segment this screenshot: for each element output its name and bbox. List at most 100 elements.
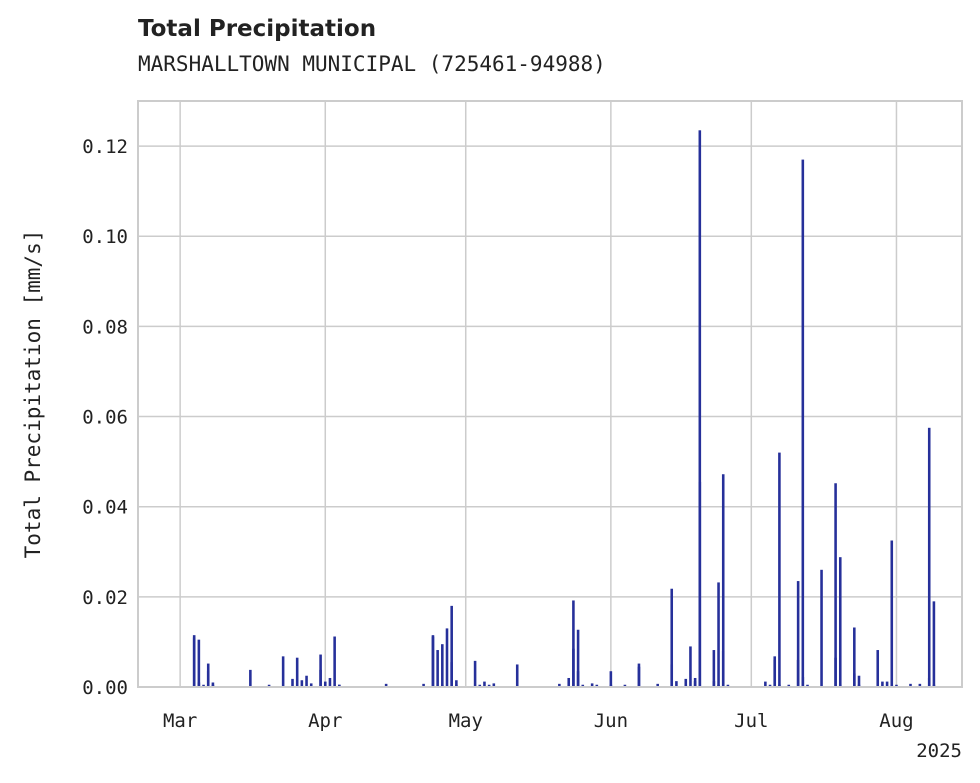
precipitation-bar [455,680,458,687]
precipitation-bar [567,677,571,687]
precipitation-bar [689,646,692,687]
precipitation-bar [291,678,294,687]
x-tick-label: Jun [594,710,628,732]
precipitation-bar [838,557,842,687]
precipitation-bar [670,588,674,687]
precipitation-bar [768,684,772,687]
precipitation-bar [328,677,332,687]
precipitation-bar [211,684,215,687]
y-tick-label: 0.12 [82,136,128,158]
precipitation-bar [441,644,444,687]
precipitation-bar [857,675,861,687]
precipitation-bar [249,669,252,687]
precipitation-bar [267,684,271,687]
x-tick-label: May [449,710,483,732]
precipitation-bar [796,581,800,687]
y-tick-label: 0.04 [82,497,128,519]
precipitation-bar [853,673,856,687]
precipitation-bar [623,684,627,687]
precipitation-bar [309,683,313,687]
precipitation-bar [450,605,453,687]
precipitation-bar [698,130,702,688]
plot-frame [137,100,963,688]
precipitation-bar [801,159,805,688]
precipitation-bar [445,628,449,687]
precipitation-bar [773,656,777,687]
precipitation-bar [572,600,575,687]
precipitation-bar [806,684,809,687]
precipitation-bar [323,681,327,687]
precipitation-bar [483,681,486,687]
precipitation-bar [319,669,322,687]
precipitation-bar [717,582,720,687]
precipitation-bar [609,671,613,687]
y-tick-label: 0.02 [82,587,128,609]
precipitation-bar [595,684,599,687]
precipitation-bar [876,650,880,687]
precipitation-bar [422,683,425,687]
tick-labels: 0.00 0.02 0.04 0.06 0.08 0.10 0.12 Mar Apr May Jun… [82,136,913,732]
precipitation-bar [857,684,861,687]
precipitation-bar [895,684,898,687]
precipitation-bar [576,671,580,687]
precipitation-bar [295,657,299,687]
precipitation-bar [721,474,725,687]
precipitation-bar [764,681,767,687]
grid-lines [138,101,962,688]
precipitation-bar [712,650,716,687]
precipitation-bar [487,684,491,687]
precipitation-bar [787,684,791,687]
precipitation-bar [572,648,575,687]
precipitation-bar [581,684,585,687]
precipitation-bar [558,683,561,687]
precipitation-bar [281,656,285,687]
x-tick-label: Jul [734,710,768,732]
precipitation-bar [473,660,477,687]
precipitation-bar [932,601,936,687]
precipitation-bar [881,681,884,687]
precipitation-bar [717,684,720,687]
precipitation-bar [455,684,458,687]
precipitation-bar [305,675,308,687]
precipitation-bar [675,681,678,687]
x-tick-label: Apr [308,710,342,732]
precipitation-bar [909,683,912,687]
precipitation-bar [670,664,674,687]
precipitation-bar [712,681,716,687]
y-tick-label: 0.00 [82,677,128,699]
x-tick-label: Aug [879,710,913,732]
precipitation-bar [300,680,304,687]
precipitation-bar [384,683,388,687]
x-tick-label: Mar [163,710,197,732]
precipitation-bar [436,650,439,687]
precipitation-bar [684,684,688,687]
y-tick-label: 0.10 [82,226,128,248]
precipitation-bar [932,684,936,687]
precipitation-bar [801,677,805,687]
precipitation-bar [576,629,580,687]
chart-title: Total Precipitation [138,16,377,42]
precipitation-bar [853,627,856,687]
precipitation-bar [197,639,201,687]
precipitation-bar [197,682,201,687]
precipitation-bar [590,683,594,687]
precipitation-bar [885,681,889,687]
x-axis-year-label: 2025 [916,740,962,762]
precipitation-bar [834,483,837,687]
precipitation-bar [206,671,210,687]
precipitation-bar [778,452,781,687]
precipitation-bar [693,677,697,687]
precipitation-bar [192,635,196,687]
precipitation-bar [431,635,435,687]
precipitation-bar [656,683,659,687]
precipitation-bar [684,678,688,687]
precipitation-bar [492,683,496,687]
precipitation-bar [338,684,341,687]
y-tick-label: 0.08 [82,316,128,338]
precipitation-bar [333,636,336,687]
precipitation-bar [838,684,842,687]
y-tick-label: 0.06 [82,407,128,429]
precipitation-bar [820,569,823,687]
precipitation-bar [927,427,931,687]
